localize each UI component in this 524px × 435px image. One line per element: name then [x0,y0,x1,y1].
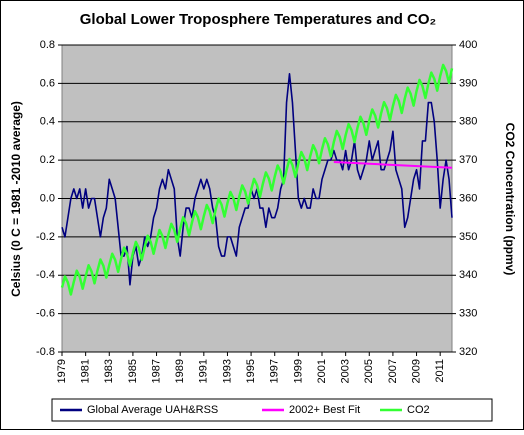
x-tick-label: 1993 [221,359,233,383]
legend-label: Global Average UAH&RSS [87,404,218,416]
y2-tick-label: 370 [459,154,477,166]
y-tick-label: -0.2 [36,231,55,243]
x-tick-label: 2003 [340,359,352,383]
y2-axis-title: CO2 Concentration (ppmv) [503,123,517,276]
series-line [333,161,453,169]
x-tick-label: 2011 [434,359,446,383]
x-tick-label: 1981 [80,359,92,383]
y-tick-label: 0.2 [40,154,55,166]
x-tick-label: 1979 [56,359,68,383]
y2-tick-label: 320 [459,346,477,358]
legend-label: CO2 [407,404,430,416]
x-tick-label: 1995 [245,359,257,383]
chart-title: Global Lower Troposphere Temperatures an… [80,11,436,28]
x-tick-label: 2007 [387,359,399,383]
y-tick-label: -0.8 [36,346,55,358]
y2-tick-label: 400 [459,39,477,51]
legend-label: 2002+ Best Fit [289,404,360,416]
x-tick-label: 2001 [316,359,328,383]
y-tick-label: 0.4 [40,116,55,128]
x-tick-label: 2009 [410,359,422,383]
y-tick-label: -0.6 [36,308,55,320]
x-tick-label: 1985 [127,359,139,383]
x-tick-label: 1987 [150,359,162,383]
x-tick-label: 1991 [198,359,210,383]
y-tick-label: -0.4 [36,269,55,281]
x-tick-label: 1999 [292,359,304,383]
y2-tick-label: 360 [459,192,477,204]
y2-tick-label: 340 [459,269,477,281]
y2-tick-label: 380 [459,116,477,128]
y-tick-label: 0.6 [40,77,55,89]
series-line [60,63,454,296]
x-tick-label: 1989 [174,359,186,383]
y2-tick-label: 390 [459,77,477,89]
x-tick-label: 1983 [103,359,115,383]
y2-tick-label: 330 [459,308,477,320]
y-tick-label: 0.0 [40,192,55,204]
y-tick-label: 0.8 [40,39,55,51]
x-tick-label: 1997 [269,359,281,383]
x-tick-label: 2005 [363,359,375,383]
y-axis-title: Celsius (0 C = 1981 -2010 average) [9,101,23,297]
y2-tick-label: 350 [459,231,477,243]
